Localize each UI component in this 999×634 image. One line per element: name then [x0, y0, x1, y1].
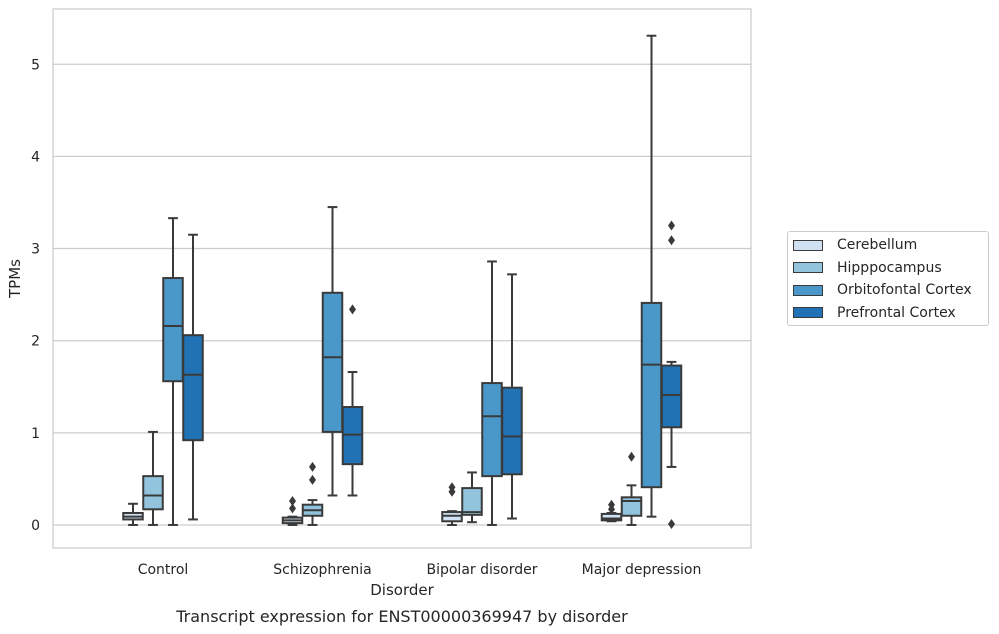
chart-caption: Transcript expression for ENST0000036994… [175, 607, 628, 626]
y-tick-label: 2 [31, 334, 40, 350]
outlier-point [668, 235, 675, 246]
box-body [182, 334, 204, 442]
legend-item: Hipppocampus [793, 258, 942, 278]
x-axis-label: Disorder [370, 581, 434, 599]
box-3-3 [660, 220, 683, 530]
box-body [481, 382, 503, 478]
legend-swatch [793, 239, 823, 251]
outlier-point [309, 461, 316, 472]
box-1-1 [301, 461, 324, 526]
outlier-point [309, 474, 316, 485]
x-tick-label: Control [138, 562, 189, 578]
plot-area [52, 8, 752, 549]
legend-item: Prefrontal Cortex [793, 303, 956, 323]
box-2-1 [461, 471, 483, 524]
outlier-point [608, 499, 615, 510]
legend-item: Orbitofontal Cortex [793, 280, 972, 300]
y-tick-label: 4 [31, 149, 40, 165]
legend-label: Orbitofontal Cortex [837, 282, 972, 298]
box-body [461, 487, 483, 516]
box-body [640, 301, 663, 489]
legend-label: Hipppocampus [837, 259, 942, 276]
y-tick-label: 1 [31, 426, 40, 442]
box-2-3 [501, 273, 523, 520]
outlier-point [668, 220, 675, 231]
legend-swatch [793, 284, 823, 296]
outlier-point [628, 451, 635, 462]
outlier-point [668, 519, 675, 530]
box-1-0 [281, 496, 304, 526]
legend-label: Prefrontal Cortex [837, 304, 956, 321]
y-tick-labels: 0 1 2 3 4 5 [31, 57, 40, 534]
legend-swatch [793, 262, 823, 273]
box-3-0 [600, 499, 623, 523]
box-0-1 [142, 430, 164, 526]
box-1-3 [341, 304, 364, 497]
y-axis-label: TPMs [6, 259, 24, 299]
y-tick-label: 0 [31, 518, 40, 534]
box-body [660, 364, 683, 429]
x-tick-label: Bipolar disorder [426, 562, 537, 578]
x-tick-label: Schizophrenia [273, 562, 371, 578]
box-1-2 [321, 206, 344, 497]
outlier-point [289, 503, 296, 514]
legend: Cerebellum Hipppocampus Orbitofontal Corte… [787, 231, 989, 326]
outlier-point [289, 496, 296, 507]
legend-label: Cerebellum [837, 237, 918, 253]
box-2-0 [441, 482, 463, 526]
x-tick-labels: Control Schizophrenia Bipolar disorder Majo… [138, 562, 702, 578]
legend-swatch [793, 307, 823, 318]
y-tick-label: 3 [31, 242, 40, 258]
box-body [501, 386, 523, 476]
box-body [142, 475, 164, 511]
box-0-0 [122, 502, 144, 526]
legend-item: Cerebellum [793, 235, 917, 255]
box-0-2 [162, 217, 184, 526]
plot-frame [52, 8, 752, 549]
x-tick-label: Major depression [582, 562, 702, 578]
outlier-point [349, 304, 356, 315]
box-body [321, 291, 344, 433]
box-3-1 [620, 451, 643, 526]
box-body [162, 277, 184, 383]
box-marks [122, 34, 683, 530]
outlier-point [448, 482, 456, 493]
box-0-3 [182, 233, 204, 521]
y-tick-label: 5 [31, 57, 40, 73]
